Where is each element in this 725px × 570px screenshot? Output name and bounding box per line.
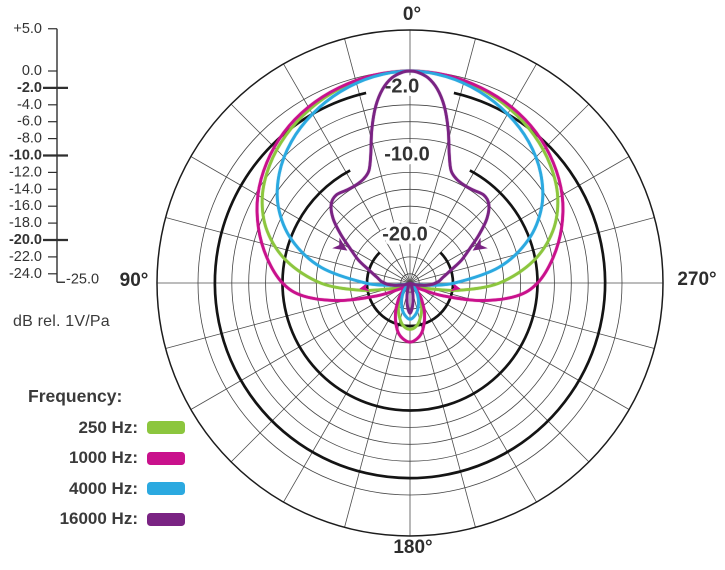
legend-rows: 250 Hz: 1000 Hz: 4000 Hz: 16000 Hz:	[28, 417, 228, 528]
legend-item: 16000 Hz:	[28, 509, 228, 528]
frequency-legend: Frequency: 250 Hz: 1000 Hz: 4000 Hz: 16000 …	[28, 386, 228, 541]
legend-item-label: 4000 Hz:	[69, 478, 138, 498]
legend-color-swatch	[147, 482, 185, 495]
legend-color-swatch	[147, 421, 185, 434]
legend-item-label: 16000 Hz:	[59, 509, 138, 528]
radial-axis-units-label: dB rel. 1V/Pa	[13, 313, 110, 330]
legend-item: 250 Hz:	[28, 417, 228, 437]
legend-item: 4000 Hz:	[28, 478, 228, 498]
legend-color-swatch	[147, 451, 185, 465]
legend-item-label: 250 Hz:	[78, 417, 138, 437]
legend-color-swatch	[147, 512, 185, 526]
legend-item: 1000 Hz:	[28, 448, 228, 467]
legend-item-label: 1000 Hz:	[69, 448, 138, 467]
legend-title: Frequency:	[28, 386, 123, 406]
